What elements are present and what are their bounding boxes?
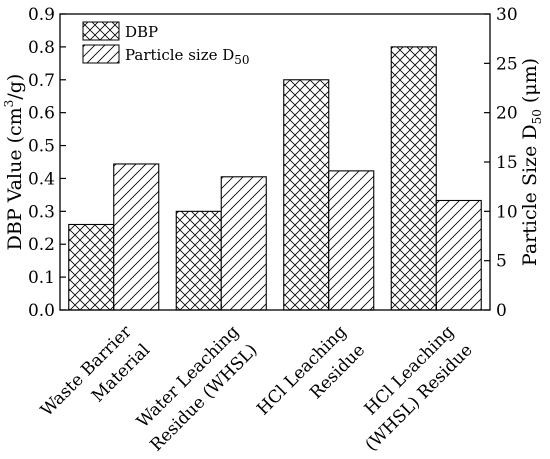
legend-label-particle-sub: 50	[234, 53, 249, 67]
bar-dbp-0	[68, 223, 115, 311]
category-label-3: HCl Leaching(WHSL) Residue	[361, 322, 477, 456]
right-tick-label: 5	[496, 252, 507, 272]
left-axis-label: DBP Value (cm3/g)	[2, 74, 26, 251]
left-tick-label: 0.4	[28, 169, 55, 189]
bar-dbp-3	[390, 46, 437, 311]
legend-swatch-dbp	[82, 21, 120, 41]
right-axis: 0 5 10 15 20 25 30	[484, 5, 518, 321]
left-tick-label: 0.6	[28, 104, 55, 124]
legend-label-particle: Particle size D50	[125, 46, 250, 67]
bar-particle-size-3	[435, 199, 482, 311]
left-tick-label: 0.2	[28, 235, 55, 255]
right-axis-label: Particle Size D50 (μm)	[519, 58, 544, 266]
right-axis-label-sub: 50	[530, 109, 544, 124]
left-tick-label: 0.0	[28, 301, 55, 321]
bars-layer	[68, 46, 482, 311]
right-tick-label: 20	[496, 104, 518, 124]
legend-label-particle-text: Particle size D	[125, 46, 234, 64]
bar-dbp-1	[175, 210, 222, 311]
legend-swatch-particle	[82, 44, 120, 64]
left-tick-label: 0.1	[28, 268, 55, 288]
right-tick-label: 15	[496, 153, 518, 173]
bar-particle-size-1	[220, 176, 267, 311]
left-tick-label: 0.5	[28, 137, 55, 157]
legend: DBP Particle size D50	[82, 21, 250, 67]
right-tick-label: 30	[496, 5, 518, 25]
right-axis-label-pre: Particle Size D	[519, 124, 541, 266]
left-axis-label-post: /g)	[4, 74, 26, 100]
left-tick-label: 0.3	[28, 202, 55, 222]
bar-particle-size-0	[113, 163, 160, 311]
left-axis-label-sup: 3	[2, 100, 16, 108]
legend-label-dbp: DBP	[125, 23, 158, 41]
bar-particle-size-2	[328, 170, 375, 311]
left-axis: 0.0 0.1 0.2 0.3 0.4 0.5 0.6 0.7 0.8 0.9	[28, 5, 66, 321]
right-tick-label: 0	[496, 301, 507, 321]
right-tick-label: 25	[496, 54, 518, 74]
left-axis-label-pre: DBP Value (cm	[4, 107, 26, 250]
left-tick-label: 0.7	[28, 71, 55, 91]
left-tick-label: 0.8	[28, 38, 55, 58]
right-tick-label: 10	[496, 202, 518, 222]
bar-dbp-2	[283, 79, 330, 311]
left-tick-label: 0.9	[28, 5, 55, 25]
right-axis-label-post: (μm)	[519, 58, 541, 109]
